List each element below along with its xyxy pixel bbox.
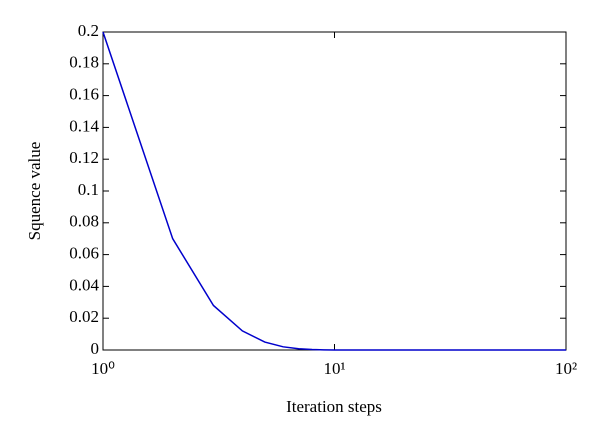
y-tick-label: 0.06 bbox=[69, 244, 99, 263]
x-tick-label: 10² bbox=[555, 359, 577, 378]
y-tick-label: 0.04 bbox=[69, 275, 99, 294]
y-tick-label: 0.1 bbox=[78, 180, 99, 199]
x-tick-label: 10⁰ bbox=[91, 359, 115, 378]
plot-frame bbox=[102, 31, 567, 351]
x-axis-label: Iteration steps bbox=[286, 397, 382, 416]
y-tick-label: 0.12 bbox=[69, 148, 99, 167]
y-tick-label: 0.02 bbox=[69, 307, 99, 326]
y-tick-label: 0.18 bbox=[69, 53, 99, 72]
y-tick-label: 0.2 bbox=[78, 21, 99, 40]
y-tick-label: 0.08 bbox=[69, 212, 99, 231]
x-tick-label: 10¹ bbox=[323, 359, 345, 378]
y-axis-label: Squence value bbox=[25, 142, 44, 241]
data-line bbox=[102, 31, 566, 351]
y-tick-label: 0.16 bbox=[69, 85, 99, 104]
y-tick-label: 0 bbox=[91, 339, 100, 358]
y-tick-label: 0.14 bbox=[69, 116, 99, 135]
